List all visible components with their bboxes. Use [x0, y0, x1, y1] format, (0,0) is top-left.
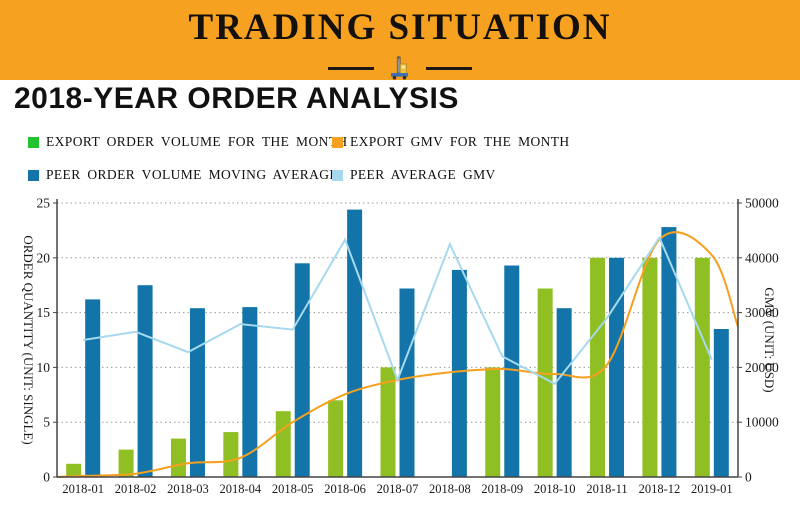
- bar-export-order-volume: [537, 288, 553, 477]
- bar-export-order-volume: [328, 400, 344, 477]
- bar-export-order-volume: [275, 411, 291, 477]
- banner: TRADING SITUATION: [0, 0, 800, 80]
- line-peer-average-gmv: [83, 235, 713, 386]
- right-axis-title: GMV (UNIT: USD): [762, 287, 777, 392]
- divider-dash-left: [328, 66, 374, 70]
- bar-export-order-volume: [66, 463, 82, 477]
- axis-label: 2018-11: [586, 482, 627, 496]
- axis-label: 20: [37, 250, 51, 265]
- legend-swatch-icon: [332, 136, 343, 148]
- legend-swatch-icon: [28, 169, 39, 181]
- bar-export-order-volume: [642, 257, 658, 477]
- axis-label: 30000: [745, 305, 779, 320]
- axis-label: 0: [43, 470, 50, 485]
- axis-label: 2019-01: [691, 482, 733, 496]
- bar-peer-order-volume: [294, 263, 310, 477]
- bar-peer-order-volume: [713, 329, 729, 477]
- axis-label: 2018-06: [324, 482, 366, 496]
- axis-label: 0: [745, 470, 752, 485]
- legend-item-0: EXPORT ORDER VOLUME FOR THE MONTH: [28, 134, 347, 150]
- legend-label: PEER AVERAGE GMV: [350, 167, 496, 182]
- page-title: 2018-YEAR ORDER ANALYSIS: [14, 82, 459, 115]
- bar-peer-order-volume: [504, 265, 520, 477]
- bar-export-order-volume: [380, 367, 396, 477]
- legend-item-2: PEER ORDER VOLUME MOVING AVERAGE: [28, 167, 338, 183]
- forklift-icon: [391, 56, 408, 80]
- legend-label: PEER ORDER VOLUME MOVING AVERAGE: [46, 167, 339, 182]
- bar-export-order-volume: [694, 257, 710, 477]
- bar-peer-order-volume: [242, 307, 258, 477]
- axis-label: 2018-05: [272, 482, 314, 496]
- bar-peer-order-volume: [399, 288, 415, 477]
- bar-peer-order-volume: [661, 227, 677, 477]
- axis-label: 2018-07: [377, 482, 419, 496]
- bar-export-order-volume: [485, 367, 501, 477]
- bar-export-order-volume: [223, 432, 239, 477]
- bar-peer-order-volume: [451, 269, 467, 477]
- order-analysis-chart: 0 5 10 15 20 25 0 10000 20000 30000 40000 50000 2018…: [21, 196, 779, 497]
- axis-label: 5: [43, 415, 50, 430]
- bar-export-order-volume: [170, 438, 186, 477]
- legend-item-1: EXPORT GMV FOR THE MONTH: [332, 134, 570, 150]
- axis-label: 2018-10: [534, 482, 576, 496]
- axis-label: 2018-02: [115, 482, 157, 496]
- axis-label: 2018-09: [481, 482, 523, 496]
- axis-label: 40000: [745, 250, 779, 265]
- bar-peer-order-volume: [609, 257, 625, 477]
- axis-label: 2018-03: [167, 482, 209, 496]
- axis-label: 15: [37, 305, 51, 320]
- axis-label: 2018-04: [220, 482, 262, 496]
- chart-legend: EXPORT ORDER VOLUME FOR THE MONTH EXPORT …: [28, 134, 570, 183]
- axis-label: 2018-12: [639, 482, 681, 496]
- bar-export-order-volume: [590, 257, 606, 477]
- legend-item-3: PEER AVERAGE GMV: [332, 167, 570, 183]
- bar-peer-order-volume: [137, 285, 153, 477]
- bar-peer-order-volume: [189, 308, 205, 477]
- banner-title: TRADING SITUATION: [188, 7, 612, 48]
- left-axis-title: ORDER QUANTITY (UNIT: SINGLE): [21, 235, 36, 444]
- axis-label: 25: [37, 196, 51, 211]
- axis-label: 2018-08: [429, 482, 471, 496]
- axis-label: 50000: [745, 196, 779, 211]
- axis-label: 10: [37, 360, 51, 375]
- legend-swatch-icon: [28, 136, 39, 148]
- legend-label: EXPORT GMV FOR THE MONTH: [350, 134, 570, 149]
- legend-label: EXPORT ORDER VOLUME FOR THE MONTH: [46, 134, 348, 149]
- line-export-gmv: [56, 231, 739, 478]
- divider-dash-right: [426, 66, 472, 70]
- bar-peer-order-volume: [85, 299, 101, 477]
- axis-label: 2018-01: [62, 482, 104, 496]
- legend-swatch-icon: [332, 169, 343, 181]
- axis-label: 20000: [745, 360, 779, 375]
- bar-export-order-volume: [118, 449, 134, 477]
- banner-divider: [0, 56, 800, 80]
- axis-label: 10000: [745, 415, 779, 430]
- bar-peer-order-volume: [556, 308, 572, 477]
